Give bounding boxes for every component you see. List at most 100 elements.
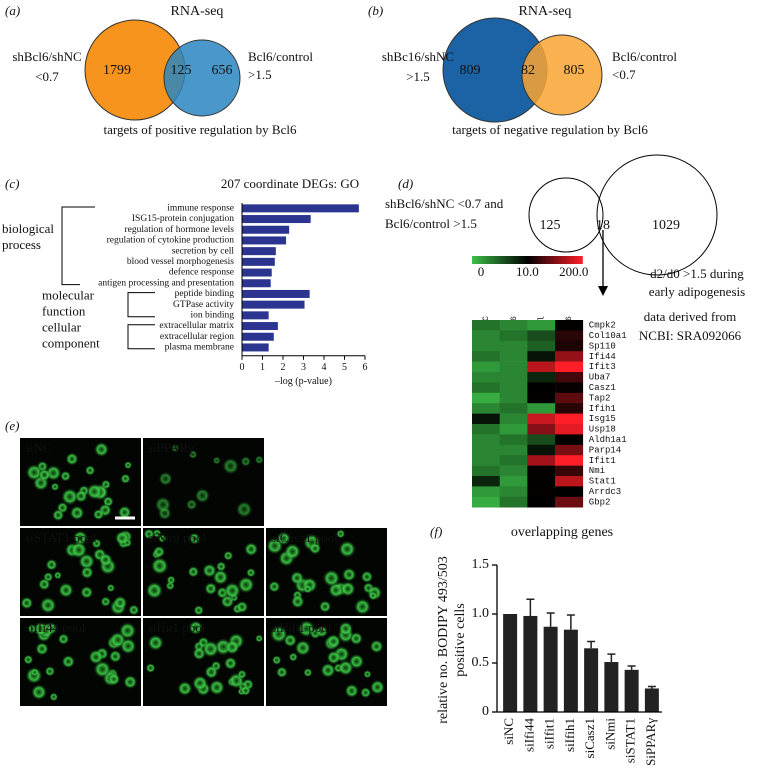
cell [318, 600, 332, 613]
cell [368, 591, 378, 601]
cell [235, 500, 253, 518]
heatmap-cell [499, 361, 528, 373]
cell [271, 655, 282, 665]
cell [93, 441, 110, 458]
error-bar [647, 685, 656, 689]
heatmap-cell [527, 496, 556, 508]
venn-count: 805 [564, 63, 585, 78]
cell [69, 505, 85, 521]
category-label: regulation of hormone levels [125, 224, 235, 235]
bar [242, 236, 287, 245]
cell [150, 556, 169, 575]
bar [242, 204, 359, 213]
group-label: component [42, 336, 100, 351]
panel-label: (a) [5, 3, 20, 18]
x-tick-label: 4 [322, 362, 327, 373]
note: NCBI: SRA092066 [639, 328, 742, 343]
panel-label: (f) [430, 524, 442, 539]
heatmap-cell [499, 486, 528, 498]
heatmap-cell [555, 434, 584, 446]
heatmap-cell [472, 351, 500, 362]
heatmap-cell [472, 361, 500, 373]
cell [38, 578, 51, 591]
group-label: process [2, 237, 41, 252]
row-label: Ifi44 [589, 352, 616, 362]
cell [360, 687, 372, 699]
heatmap-cell [555, 476, 584, 487]
row-label: Ifih1 [589, 404, 616, 414]
cell [98, 552, 113, 567]
heatmap-cell [499, 455, 528, 466]
cell [308, 542, 322, 555]
error-bar [587, 640, 596, 649]
cell [147, 634, 164, 651]
cell [23, 654, 34, 665]
venn-set-label: >1.5 [406, 69, 430, 84]
cell [201, 640, 220, 658]
venn-count: 125 [540, 218, 561, 233]
venn-set-label: Bcl6/control >1.5 [385, 216, 477, 231]
venn-set-label: shBc16/shNC [382, 49, 454, 64]
bar [503, 614, 518, 712]
cell [326, 633, 342, 649]
cell [177, 680, 193, 697]
venn-set-label: shBcl6/shNC <0.7 and [385, 196, 504, 211]
micrograph-label: siIfih1 pool [271, 620, 332, 635]
category-label: immune response [167, 204, 234, 214]
cell [108, 649, 122, 663]
cell [58, 582, 74, 598]
row-label: Stat1 [589, 477, 616, 487]
heatmap-cell [555, 330, 584, 342]
cell [204, 582, 218, 596]
cell [363, 670, 372, 679]
x-tick-label: siSTAT1 [623, 718, 638, 763]
bar [242, 225, 290, 234]
cell [315, 625, 328, 638]
cell [114, 530, 130, 546]
cell [145, 581, 164, 600]
heatmap-cell [499, 330, 528, 342]
row-label: Sp110 [589, 341, 616, 351]
cell [39, 596, 57, 614]
heatmap-cell [499, 476, 528, 487]
cell [120, 473, 131, 484]
bar [242, 343, 269, 352]
category-label: ion binding [190, 311, 234, 321]
row-label: Col10a1 [589, 331, 627, 341]
x-tick-label: 0 [240, 362, 245, 373]
heatmap-cell [555, 413, 584, 425]
heatmap-cell [555, 424, 584, 435]
cell [188, 450, 198, 459]
micrograph-label: siNmi pool [148, 530, 207, 545]
cell [222, 457, 240, 475]
venn-set-label: d2/d0 >1.5 during [650, 266, 744, 281]
cell [235, 600, 249, 614]
category-label: peptide binding [175, 289, 235, 299]
heatmap-cell [472, 455, 500, 466]
cell [30, 684, 48, 701]
heatmap-cell [472, 424, 500, 435]
cell [35, 642, 49, 656]
cell [223, 550, 234, 561]
venn-circle [163, 39, 241, 117]
bar [242, 215, 311, 224]
venn-circle [528, 177, 604, 253]
bar [242, 332, 274, 341]
cell [143, 528, 155, 540]
cell [50, 482, 60, 492]
chart-title: 207 coordinate DEGs: GO [221, 176, 359, 191]
micrograph-label: siNC [25, 440, 52, 455]
bar [242, 289, 310, 298]
bar [242, 279, 271, 288]
cell [290, 594, 305, 609]
cell [30, 668, 39, 677]
row-label: Arrdc3 [589, 487, 621, 497]
heatmap-cell [555, 351, 584, 362]
cell [100, 596, 111, 607]
group-label: function [42, 304, 86, 319]
category-label: defence response [169, 267, 234, 278]
cell [237, 576, 255, 594]
heatmap-cell [472, 403, 500, 414]
x-tick-label: siCasz1 [582, 718, 597, 758]
bar [242, 257, 275, 266]
